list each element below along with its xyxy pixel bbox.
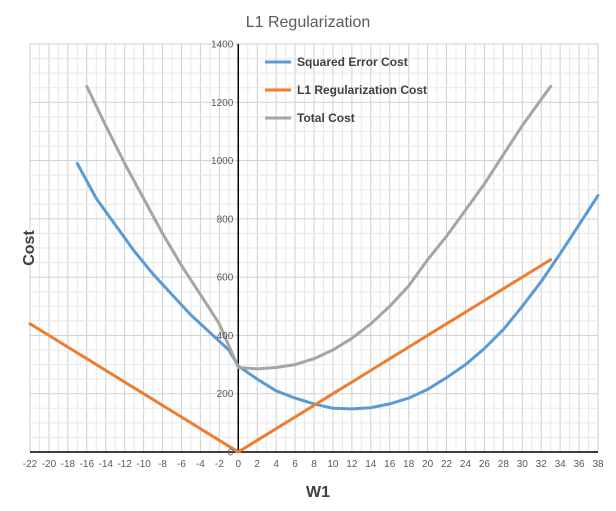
x-tick-label: 6 [292, 459, 298, 470]
legend-item-total-cost: Total Cost [265, 111, 355, 125]
legend-item-squared-error: Squared Error Cost [265, 55, 408, 69]
x-tick-label: -2 [215, 459, 224, 470]
x-tick-label: 20 [422, 459, 434, 470]
x-tick-label: -14 [99, 459, 114, 470]
x-tick-label: 4 [273, 459, 279, 470]
legend: Squared Error Cost L1 Regularization Cos… [265, 55, 427, 125]
series-line-total-cost [85, 84, 553, 371]
x-tick-label: -4 [196, 459, 205, 470]
x-tick-label: -6 [177, 459, 186, 470]
x-tick-label: 10 [327, 459, 339, 470]
y-tick-label: 600 [217, 273, 234, 284]
legend-label-squared-error: Squared Error Cost [297, 55, 408, 69]
x-tick-label: -18 [61, 459, 76, 470]
x-tick-label: 34 [555, 459, 567, 470]
y-tick-label: 1400 [211, 40, 234, 51]
y-tick-label: 400 [217, 331, 234, 342]
grid [29, 43, 599, 453]
x-tick-label: 14 [365, 459, 377, 470]
y-tick-label: 1200 [211, 98, 234, 109]
x-tick-label: -10 [136, 459, 151, 470]
x-tick-label: 30 [517, 459, 529, 470]
x-tick-label: 32 [536, 459, 548, 470]
y-tick-label: 1000 [211, 156, 234, 167]
chart-title: L1 Regularization [246, 14, 371, 31]
y-tick-label: 200 [217, 389, 234, 400]
x-tick-label: -22 [23, 459, 38, 470]
series-line-l1-regularization-cost [28, 258, 553, 454]
x-tick-label: 38 [592, 459, 604, 470]
y-tick-label: 800 [217, 214, 234, 225]
axes [30, 44, 598, 453]
legend-item-l1-regularization: L1 Regularization Cost [265, 83, 427, 97]
x-tick-label: 0 [235, 459, 241, 470]
x-tick-label: 22 [441, 459, 453, 470]
x-tick-label: 2 [254, 459, 260, 470]
x-tick-label: -8 [158, 459, 167, 470]
x-tick-label: 26 [479, 459, 491, 470]
legend-label-total-cost: Total Cost [297, 111, 355, 125]
x-tick-label: 16 [384, 459, 396, 470]
legend-label-l1-regularization: L1 Regularization Cost [297, 83, 427, 97]
y-axis-title: Cost [21, 230, 38, 266]
x-tick-label: 12 [346, 459, 358, 470]
x-tick-label: 24 [460, 459, 472, 470]
x-tick-label: -16 [80, 459, 95, 470]
x-tick-label: 28 [498, 459, 510, 470]
x-tick-label: 36 [574, 459, 586, 470]
x-tick-label: -12 [117, 459, 132, 470]
series-group [28, 84, 600, 454]
y-tick-label: 0 [228, 448, 234, 459]
x-tick-label: 18 [403, 459, 415, 470]
x-tick-label: -20 [42, 459, 57, 470]
x-tick-labels: -22 -20 -18 -16 -14 -12 -10 -8 -6 -4 -2 0 2 4 6 8 10 12 14… [23, 459, 604, 470]
x-tick-label: 8 [311, 459, 317, 470]
y-tick-labels: 0 200 400 600 800 1000 1200 1400 [211, 40, 234, 459]
series-line-squared-error-cost [75, 162, 600, 411]
x-axis-title: W1 [306, 484, 330, 501]
